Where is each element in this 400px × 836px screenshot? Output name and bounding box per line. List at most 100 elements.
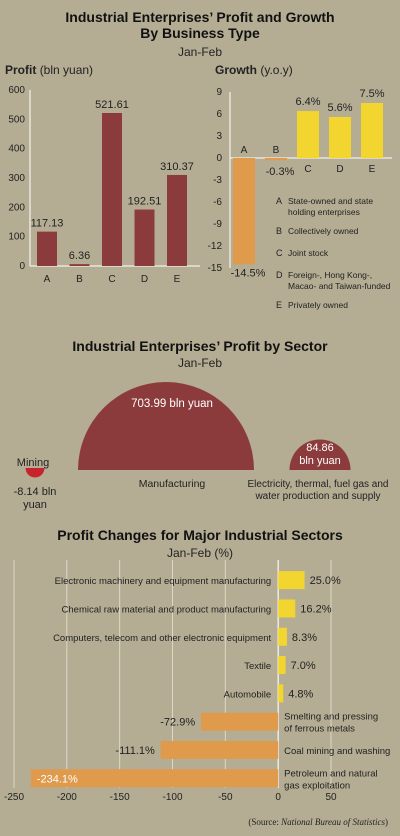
profit-unit: (bln yuan) xyxy=(39,63,94,77)
changes-value-label: 25.0% xyxy=(310,575,341,587)
profit-category-label: C xyxy=(108,274,115,285)
changes-category-label: Automobile xyxy=(224,689,272,700)
growth-category-label: D xyxy=(336,164,343,175)
profit-value-label: 192.51 xyxy=(128,196,162,208)
profit-category-label: D xyxy=(141,274,148,285)
growth-heading: Growth (y.o.y) xyxy=(215,63,293,77)
growth-bar-chart: 9 6 3 0 -3 -6 -9 -12 -15 A -14.5% B -0.3% 6.4% C 5.6% D 7… xyxy=(208,87,392,310)
profit-bar-chart: 0 100 200 300 400 500 600 117.13 A 6.36 B 521.61 C 19… xyxy=(8,85,200,285)
changes-value-label: 8.3% xyxy=(292,632,317,644)
changes-category-label: Textile xyxy=(244,661,271,672)
legend-label: Joint stock xyxy=(288,248,329,258)
growth-value-label: -14.5% xyxy=(231,267,266,279)
chart-title-line2: By Business Type xyxy=(140,25,260,41)
growth-title: Growth xyxy=(215,63,257,77)
profit-bar xyxy=(167,174,187,266)
changes-bar xyxy=(160,740,279,759)
profit-bar xyxy=(37,231,57,266)
sector-title: Industrial Enterprises’ Profit by Sector xyxy=(72,338,328,354)
growth-category-label: A xyxy=(241,145,248,156)
growth-value-label: 7.5% xyxy=(359,88,384,100)
changes-category-label: gas exploitation xyxy=(284,780,350,791)
profit-y-tick-label: 200 xyxy=(8,202,25,213)
changes-category-label: Electronic machinery and equipment manuf… xyxy=(55,576,272,587)
source-name: National Bureau of Statistics xyxy=(281,817,385,827)
profit-value-label: 310.37 xyxy=(160,161,194,173)
profit-category-label: B xyxy=(76,274,83,285)
legend-label: Macao- and Taiwan-funded xyxy=(288,281,391,291)
profit-value-label: 521.61 xyxy=(95,99,129,111)
mining-slice xyxy=(25,468,45,478)
profit-y-tick-label: 400 xyxy=(8,144,25,155)
legend-label: holding enterprises xyxy=(288,207,360,217)
growth-value-label: 5.6% xyxy=(327,102,352,114)
growth-y-tick-label: 3 xyxy=(216,131,222,142)
legend-label: Collectively owned xyxy=(288,226,359,236)
legend-key: A xyxy=(276,196,282,206)
mining-label: Mining xyxy=(17,457,49,469)
changes-category-label: Smelting and pressing xyxy=(284,712,378,723)
changes-bar xyxy=(30,769,279,788)
growth-value-label: -0.3% xyxy=(266,166,295,178)
profit-y-tick-label: 300 xyxy=(8,173,25,184)
profit-y-tick-label: 100 xyxy=(8,232,25,243)
electricity-value-label: bln yuan xyxy=(299,455,341,467)
changes-category-label: Coal mining and washing xyxy=(284,746,390,757)
legend-key: D xyxy=(276,270,283,280)
changes-x-tick-label: -100 xyxy=(162,792,182,803)
manufacturing-slice xyxy=(78,382,254,470)
changes-bar xyxy=(201,712,279,731)
profit-bar xyxy=(134,209,155,266)
changes-x-tick-label: -250 xyxy=(4,792,24,803)
changes-bar xyxy=(278,684,284,703)
growth-y-tick-label: -9 xyxy=(213,219,222,230)
mining-value-label: -8.14 bln xyxy=(14,486,57,498)
changes-category-label: Petroleum and natural xyxy=(284,768,377,779)
electricity-label: Electricity, thermal, fuel gas and xyxy=(248,479,389,490)
changes-bar xyxy=(278,656,286,675)
growth-category-label: C xyxy=(304,164,311,175)
growth-unit: (y.o.y) xyxy=(260,63,293,77)
legend-key: C xyxy=(276,248,283,258)
manufacturing-label: Manufacturing xyxy=(139,478,206,490)
growth-y-tick-label: 9 xyxy=(216,87,222,98)
electricity-label: water production and supply xyxy=(254,491,380,502)
growth-value-label: 6.4% xyxy=(295,96,320,108)
manufacturing-value-label: 703.99 bln yuan xyxy=(131,398,213,410)
changes-title: Profit Changes for Major Industrial Sect… xyxy=(57,527,343,543)
legend-label: State-owned and state xyxy=(288,196,373,206)
changes-value-label: 7.0% xyxy=(291,660,316,672)
changes-value-label: 4.8% xyxy=(288,688,313,700)
source-suffix: ) xyxy=(385,817,388,827)
growth-category-label: E xyxy=(369,164,376,175)
changes-value-label: -234.1% xyxy=(37,773,78,785)
changes-value-label: -111.1% xyxy=(115,745,155,757)
changes-bar xyxy=(278,599,296,618)
changes-category-label: of ferrous metals xyxy=(284,724,355,735)
changes-x-tick-label: -50 xyxy=(218,792,233,803)
growth-bar xyxy=(361,103,383,158)
growth-bar xyxy=(329,116,351,158)
legend-label: Foreign-, Hong Kong-, xyxy=(288,270,372,280)
changes-category-label: Chemical raw material and product manufa… xyxy=(62,604,272,615)
changes-x-tick-label: 0 xyxy=(275,792,281,803)
legend-label: Privately owned xyxy=(288,300,348,310)
changes-value-label: -72.9% xyxy=(160,717,195,729)
source-prefix: (Source: xyxy=(248,817,279,827)
legend-key: E xyxy=(276,300,282,310)
chart-period: Jan-Feb xyxy=(177,45,223,59)
growth-y-tick-label: -15 xyxy=(208,263,223,274)
growth-y-tick-label: 0 xyxy=(216,153,222,164)
profit-title: Profit xyxy=(5,63,37,77)
changes-bar xyxy=(278,627,287,646)
profit-y-tick-label: 600 xyxy=(8,85,25,96)
changes-x-tick-label: 50 xyxy=(325,792,337,803)
profit-value-label: 6.36 xyxy=(69,250,90,262)
electricity-slice xyxy=(289,439,351,470)
profit-y-tick-label: 500 xyxy=(8,114,25,125)
chart-title-line1: Industrial Enterprises’ Profit and Growt… xyxy=(65,9,335,25)
profit-bar xyxy=(69,264,90,266)
growth-category-label: B xyxy=(273,145,280,156)
sector-period: Jan-Feb xyxy=(177,356,223,370)
